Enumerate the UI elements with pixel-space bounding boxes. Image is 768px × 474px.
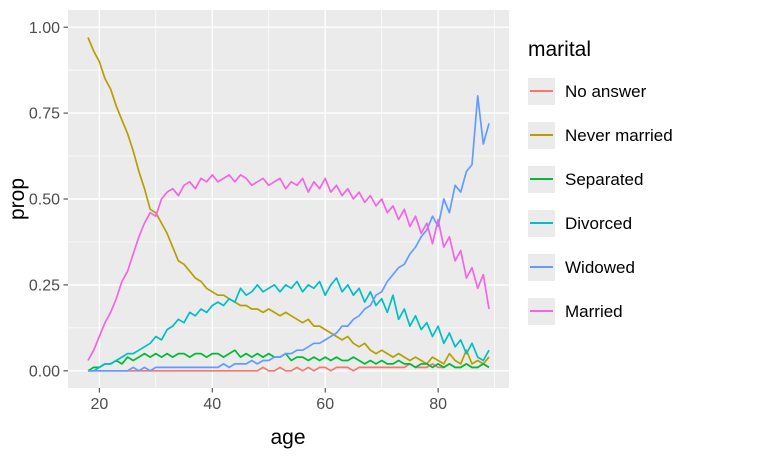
legend-title: marital <box>528 38 592 61</box>
legend-key-line-icon <box>530 90 553 92</box>
legend-entry-no-answer: No answer <box>528 78 673 105</box>
series-line-divorced <box>88 277 490 372</box>
series-line-never-married <box>87 37 490 365</box>
legend-key-line-icon <box>530 178 553 180</box>
legend-key-line-icon <box>530 310 553 312</box>
legend-entry-married: Married <box>528 298 673 325</box>
x-tick-label: 60 <box>316 396 334 413</box>
legend-key-line-icon <box>530 134 553 136</box>
x-tick-label: 40 <box>203 396 221 413</box>
legend-label-separated: Separated <box>565 169 644 189</box>
legend: marital No answer Never married Separated D… <box>528 38 673 342</box>
legend-label-no-answer: No answer <box>565 81 647 101</box>
legend-key-widowed <box>528 254 555 281</box>
x-tick-label: 80 <box>429 396 447 413</box>
series-lines <box>87 37 490 372</box>
legend-key-line-icon <box>530 222 553 224</box>
legend-entry-separated: Separated <box>528 166 673 193</box>
legend-key-no-answer <box>528 78 555 105</box>
legend-entry-widowed: Widowed <box>528 254 673 281</box>
x-axis-title: age <box>270 426 305 449</box>
y-tick-label: 0.50 <box>29 192 60 209</box>
legend-key-never-married <box>528 122 555 149</box>
legend-label-divorced: Divorced <box>565 213 633 233</box>
legend-entries: No answer Never married Separated Divorced W… <box>528 78 673 325</box>
series-line-separated <box>87 349 490 372</box>
series-line-widowed <box>88 95 490 372</box>
legend-entry-divorced: Divorced <box>528 210 673 237</box>
axis-ticks: 20 40 60 80 0.00 0.25 0.50 0.75 1.00 <box>29 20 447 413</box>
y-tick-label: 0.75 <box>29 106 60 123</box>
legend-key-separated <box>528 166 555 193</box>
y-tick-label: 1.00 <box>29 20 60 37</box>
y-axis-title: prop <box>6 178 29 220</box>
series-line-no-answer <box>88 363 490 372</box>
y-tick-label: 0.00 <box>29 363 60 380</box>
legend-label-married: Married <box>565 301 623 321</box>
legend-key-divorced <box>528 210 555 237</box>
y-tick-label: 0.25 <box>29 278 60 295</box>
gridlines-major <box>68 10 509 388</box>
legend-key-married <box>528 298 555 325</box>
legend-key-line-icon <box>530 266 553 268</box>
x-tick-label: 20 <box>90 396 108 413</box>
legend-label-never-married: Never married <box>565 125 673 145</box>
legend-entry-never-married: Never married <box>528 122 673 149</box>
series-line-married <box>87 174 490 361</box>
legend-label-widowed: Widowed <box>565 257 635 277</box>
